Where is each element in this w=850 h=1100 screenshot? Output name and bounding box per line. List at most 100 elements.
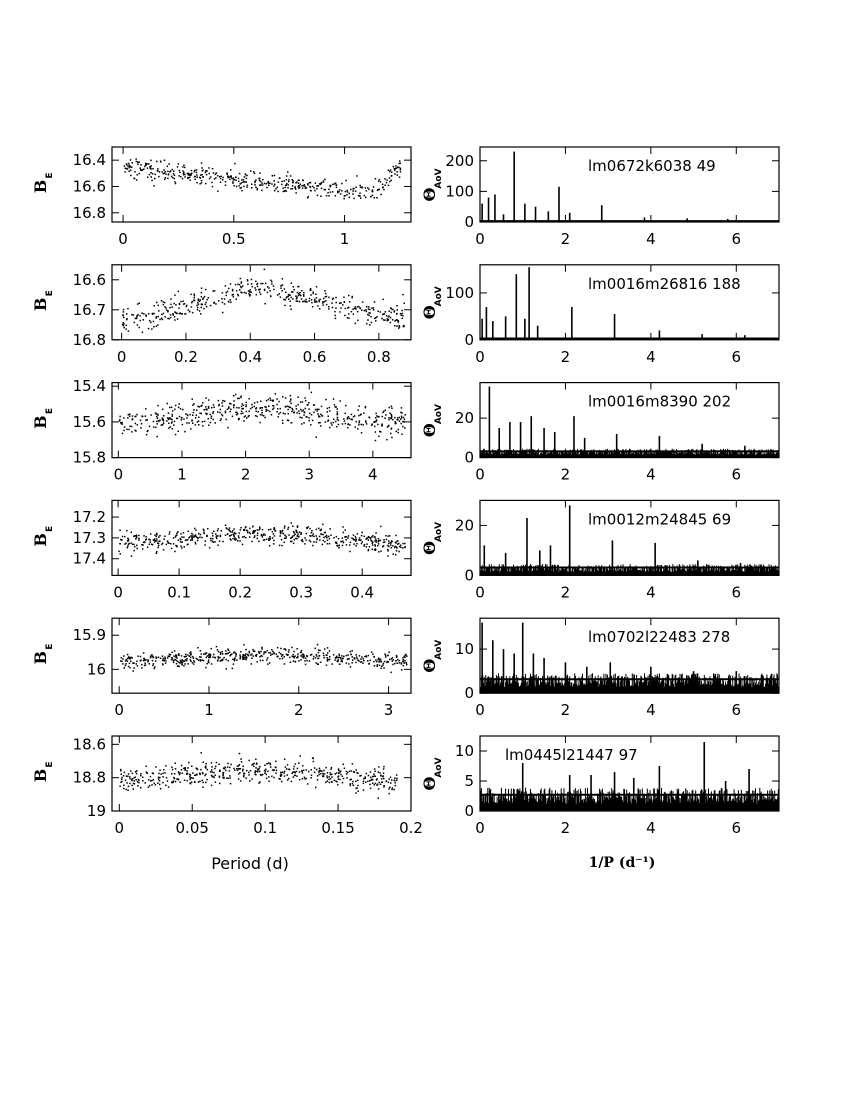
data-point — [168, 542, 170, 544]
data-point — [229, 299, 231, 301]
y-axis-label-sub: E — [45, 290, 55, 296]
data-point — [256, 283, 258, 286]
data-point — [315, 297, 318, 299]
data-point — [156, 423, 158, 425]
data-point — [165, 309, 168, 311]
data-point — [394, 662, 396, 665]
data-point — [355, 420, 357, 423]
data-point — [234, 393, 237, 396]
data-point — [309, 540, 312, 543]
data-point — [182, 660, 184, 663]
data-point — [328, 296, 330, 299]
data-point — [264, 302, 266, 305]
data-point — [364, 655, 366, 658]
data-point — [125, 163, 128, 165]
data-point — [189, 310, 191, 313]
data-point — [294, 763, 297, 765]
data-point — [121, 780, 123, 783]
data-point — [374, 538, 377, 540]
data-point — [224, 534, 227, 536]
data-point — [217, 659, 219, 661]
data-point — [246, 769, 248, 772]
data-point — [346, 777, 348, 779]
data-point — [354, 535, 357, 538]
data-point — [296, 656, 298, 659]
data-point — [196, 536, 198, 539]
data-point — [121, 660, 123, 663]
data-point — [281, 544, 283, 547]
data-point — [186, 304, 188, 307]
data-point — [272, 543, 275, 545]
data-point — [182, 300, 184, 302]
data-point — [240, 282, 242, 284]
data-point — [342, 763, 344, 766]
data-point — [168, 417, 171, 419]
data-point — [245, 292, 247, 294]
data-point — [328, 776, 330, 778]
data-point — [161, 313, 163, 316]
data-point — [275, 769, 278, 772]
data-point — [217, 535, 219, 537]
data-point — [269, 399, 272, 401]
data-point — [258, 291, 261, 293]
data-point — [179, 772, 181, 774]
data-point — [263, 289, 266, 292]
data-point — [241, 408, 243, 410]
data-point — [265, 408, 267, 411]
data-point — [171, 657, 174, 660]
data-point — [364, 406, 367, 409]
data-point — [395, 430, 397, 433]
data-point — [193, 170, 196, 173]
data-point — [308, 539, 311, 542]
data-point — [210, 774, 213, 777]
data-point — [317, 413, 319, 415]
right-x-axis-title: 1/P (d⁻¹) — [589, 855, 656, 871]
data-point — [142, 652, 145, 654]
data-point — [188, 422, 190, 424]
data-point — [376, 415, 378, 417]
data-point — [344, 314, 346, 317]
data-point — [256, 285, 259, 288]
data-point — [179, 312, 182, 314]
data-point — [394, 545, 396, 548]
data-point — [220, 418, 222, 420]
data-point — [352, 313, 355, 315]
data-point — [237, 283, 239, 285]
data-point — [184, 539, 187, 541]
data-point — [277, 190, 279, 193]
data-point — [205, 773, 207, 775]
data-point — [394, 416, 396, 419]
data-point — [183, 660, 185, 662]
data-point — [245, 181, 248, 183]
data-point — [306, 197, 309, 199]
data-point — [209, 771, 212, 773]
y-tick-label: 16.8 — [73, 331, 106, 349]
data-point — [184, 656, 186, 658]
data-point — [120, 421, 122, 424]
data-point — [209, 421, 211, 424]
data-point — [145, 433, 148, 436]
data-point — [370, 321, 373, 324]
data-point — [337, 768, 340, 770]
data-point — [296, 300, 299, 302]
data-point — [292, 660, 295, 662]
data-point — [357, 409, 359, 411]
data-point — [377, 771, 379, 773]
data-point — [280, 780, 283, 783]
data-point — [159, 657, 162, 659]
data-point — [242, 285, 244, 287]
data-point — [396, 779, 398, 781]
data-point — [123, 165, 126, 167]
periodogram-y-label-sub: AoV — [434, 757, 444, 777]
data-point — [225, 650, 227, 652]
data-point — [358, 414, 360, 417]
data-point — [201, 404, 203, 407]
data-point — [121, 778, 123, 781]
data-point — [211, 771, 213, 773]
data-point — [200, 752, 202, 754]
data-point — [155, 657, 158, 659]
data-point — [354, 322, 357, 325]
data-point — [211, 185, 214, 188]
data-point — [175, 655, 178, 658]
data-point — [322, 301, 324, 303]
